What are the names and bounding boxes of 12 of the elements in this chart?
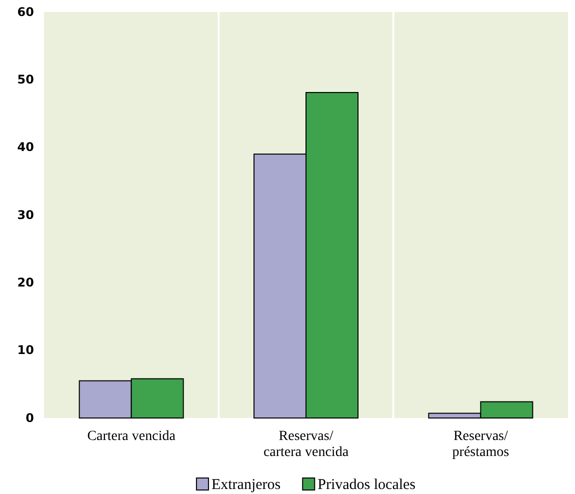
legend-label: Privados locales [318,477,416,493]
x-tick-label: Cartera vencida [87,429,176,444]
y-tick-label: 30 [17,208,34,222]
legend-label: Extranjeros [211,477,281,493]
y-tick-label: 10 [17,343,34,358]
y-tick-label: 20 [17,276,34,290]
x-tick-label: Reservas/ cartera vencida [263,429,350,460]
y-tick-label: 50 [17,72,34,87]
y-tick-label: 60 [17,4,34,19]
x-tick-label: Reservas/ préstamos [452,429,510,460]
y-tick-label: 0 [26,410,34,425]
y-tick-label: 40 [17,140,34,154]
